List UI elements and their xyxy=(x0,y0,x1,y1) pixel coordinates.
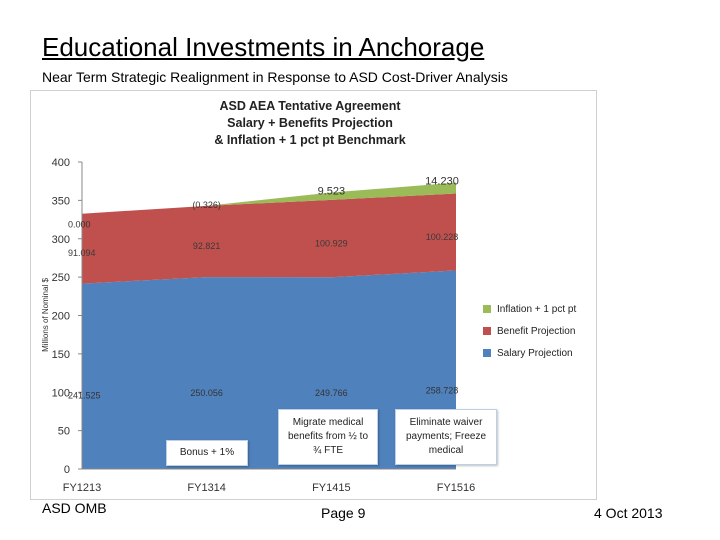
y-tick-label: 300 xyxy=(52,234,70,246)
legend-swatch-benefit xyxy=(483,327,491,335)
slide-title: Educational Investments in Anchorage xyxy=(42,32,485,62)
chart-title-line-2: Salary + Benefits Projection xyxy=(227,116,393,130)
slide-subtitle: Near Term Strategic Realignment in Respo… xyxy=(42,69,508,85)
data-label: 9.523 xyxy=(318,186,346,198)
y-tick-label: 100 xyxy=(52,387,70,399)
callout-migrate-medical: Migrate medical benefits from ½ to ¾ FTE xyxy=(278,409,378,465)
chart-title-line-1: ASD AEA Tentative Agreement xyxy=(219,99,401,113)
data-label: 250.056 xyxy=(190,388,223,398)
data-label: 0.000 xyxy=(68,220,91,230)
callout-eliminate-waiver: Eliminate waiver payments; Freeze medica… xyxy=(395,409,497,465)
legend-label-benefit: Benefit Projection xyxy=(497,325,576,337)
x-tick-label: FY1516 xyxy=(437,482,476,494)
data-label: 14.230 xyxy=(425,176,459,188)
data-label: 92.821 xyxy=(193,241,221,251)
y-tick-label: 400 xyxy=(52,157,70,169)
y-tick-label: 250 xyxy=(52,272,70,284)
chart-title: ASD AEA Tentative Agreement Salary + Ben… xyxy=(180,98,440,149)
y-axis-label: Millions of Nominal $ xyxy=(41,278,50,352)
y-tick-label: 150 xyxy=(52,349,70,361)
x-tick-label: FY1415 xyxy=(312,482,351,494)
y-tick-label: 50 xyxy=(58,426,70,438)
legend-swatch-inflation xyxy=(483,305,491,313)
legend-label-inflation: Inflation + 1 pct pt xyxy=(497,303,577,315)
data-label: 100.929 xyxy=(315,238,348,248)
data-label: 100.228 xyxy=(426,232,459,242)
y-tick-label: 200 xyxy=(52,311,70,323)
x-tick-label: FY1213 xyxy=(63,482,102,494)
x-tick-label: FY1314 xyxy=(187,482,226,494)
footer-org: ASD OMB xyxy=(42,500,107,516)
data-label: 249.766 xyxy=(315,388,348,398)
data-label: 258.728 xyxy=(426,386,459,396)
footer-date: 4 Oct 2013 xyxy=(594,505,663,521)
footer-page-number: Page 9 xyxy=(321,505,366,521)
y-tick-label: 350 xyxy=(52,195,70,207)
legend-label-salary: Salary Projection xyxy=(497,347,573,359)
data-label: 241.525 xyxy=(68,391,101,401)
y-tick-label: 0 xyxy=(64,464,70,476)
area-inflation-1-pct-pt xyxy=(82,182,456,214)
chart-title-line-3: & Inflation + 1 pct pt Benchmark xyxy=(214,133,406,147)
data-label: 91.094 xyxy=(68,248,96,258)
area-benefit-projection xyxy=(82,193,456,284)
data-label: (0.326) xyxy=(192,200,221,210)
callout-bonus: Bonus + 1% xyxy=(166,440,248,466)
legend-item-benefit: Benefit Projection xyxy=(483,320,576,342)
legend-item-salary: Salary Projection xyxy=(483,342,576,364)
chart-legend: Inflation + 1 pct pt Benefit Projection … xyxy=(483,298,576,364)
legend-swatch-salary xyxy=(483,349,491,357)
legend-item-inflation: Inflation + 1 pct pt xyxy=(483,298,576,320)
